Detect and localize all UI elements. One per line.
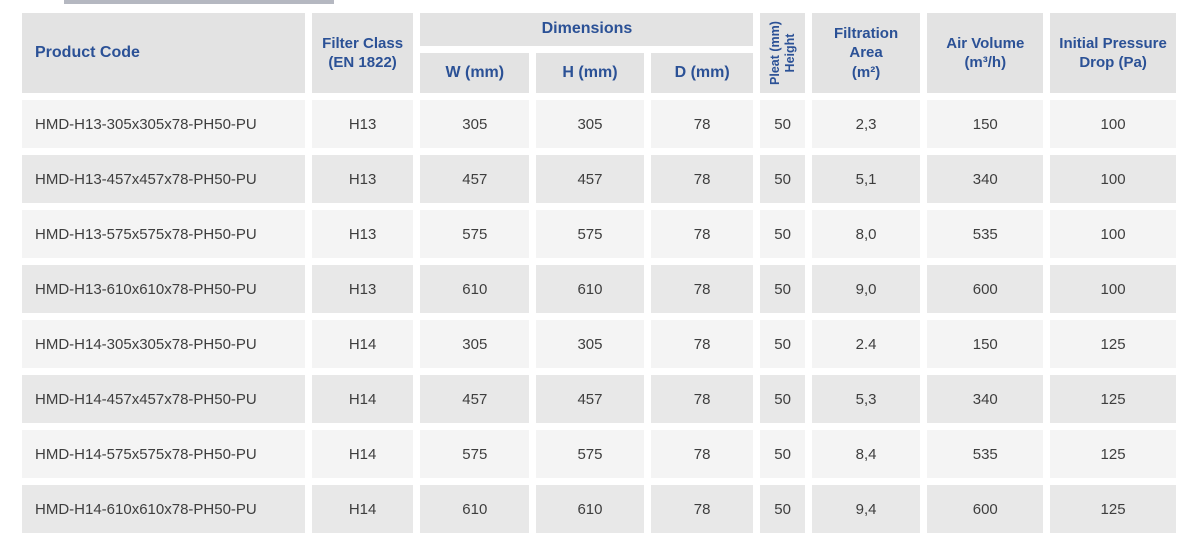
cell-air-volume: 535 (927, 210, 1044, 258)
header-row-group: Product Code Filter Class (EN 1822) Dime… (22, 13, 1176, 93)
cell-filter-class: H14 (311, 375, 414, 423)
cell-dim-h: 575 (536, 430, 644, 478)
header-dimensions-group: Dimensions (420, 13, 754, 46)
cell-dim-w: 610 (420, 485, 530, 533)
cell-dim-h: 305 (536, 320, 644, 368)
cell-initial-pressure-drop: 100 (1050, 100, 1176, 148)
cell-product-code: HMD-H14-610x610x78-PH50-PU (22, 485, 305, 533)
cell-filter-class: H13 (311, 100, 414, 148)
table-row: HMD-H13-457x457x78-PH50-PU H13 457 457 78 50 5… (22, 155, 1176, 203)
header-pleat-height: Pleat (mm) Height (760, 13, 805, 93)
cell-filtration-area: 8,4 (811, 430, 921, 478)
cell-air-volume: 340 (927, 155, 1044, 203)
cell-initial-pressure-drop: 125 (1050, 320, 1176, 368)
filter-spec-table-wrapper: Product Code Filter Class (EN 1822) Dime… (15, 6, 1183, 540)
cell-filtration-area: 8,0 (811, 210, 921, 258)
cell-product-code: HMD-H13-610x610x78-PH50-PU (22, 265, 305, 313)
table-row: HMD-H13-610x610x78-PH50-PU H13 610 610 78 50 9… (22, 265, 1176, 313)
pleat-height-rotated-label: Pleat (mm) Height (767, 21, 797, 85)
cell-pleat-height: 50 (760, 320, 805, 368)
cell-filter-class: H14 (311, 320, 414, 368)
header-product-code: Product Code (22, 13, 305, 93)
cell-product-code: HMD-H14-575x575x78-PH50-PU (22, 430, 305, 478)
cell-filter-class: H14 (311, 485, 414, 533)
cell-air-volume: 150 (927, 100, 1044, 148)
cell-dim-d: 78 (650, 430, 754, 478)
cell-dim-d: 78 (650, 100, 754, 148)
cell-air-volume: 340 (927, 375, 1044, 423)
header-initial-pressure-drop: Initial Pressure Drop (Pa) (1050, 13, 1176, 93)
table-row: HMD-H14-575x575x78-PH50-PU H14 575 575 78 50 8… (22, 430, 1176, 478)
table-row: HMD-H13-575x575x78-PH50-PU H13 575 575 78 50 8… (22, 210, 1176, 258)
cell-dim-h: 305 (536, 100, 644, 148)
header-air-volume: Air Volume (m³/h) (927, 13, 1044, 93)
table-row: HMD-H14-457x457x78-PH50-PU H14 457 457 78 50 5… (22, 375, 1176, 423)
table-row: HMD-H14-610x610x78-PH50-PU H14 610 610 78 50 9… (22, 485, 1176, 533)
cell-air-volume: 535 (927, 430, 1044, 478)
table-body: HMD-H13-305x305x78-PH50-PU H13 305 305 78 50 2… (22, 100, 1176, 533)
cell-dim-d: 78 (650, 320, 754, 368)
cell-filtration-area: 9,4 (811, 485, 921, 533)
cell-initial-pressure-drop: 125 (1050, 430, 1176, 478)
cell-filter-class: H14 (311, 430, 414, 478)
cell-dim-w: 457 (420, 155, 530, 203)
cell-dim-w: 305 (420, 100, 530, 148)
cell-pleat-height: 50 (760, 430, 805, 478)
cell-pleat-height: 50 (760, 155, 805, 203)
cell-air-volume: 600 (927, 265, 1044, 313)
header-dim-h: H (mm) (536, 53, 644, 93)
header-filtration-area: Filtration Area (m²) (811, 13, 921, 93)
cell-product-code: HMD-H14-305x305x78-PH50-PU (22, 320, 305, 368)
cell-pleat-height: 50 (760, 100, 805, 148)
cell-filtration-area: 2.4 (811, 320, 921, 368)
cell-product-code: HMD-H13-305x305x78-PH50-PU (22, 100, 305, 148)
cell-dim-h: 575 (536, 210, 644, 258)
cell-dim-w: 610 (420, 265, 530, 313)
cell-filter-class: H13 (311, 265, 414, 313)
cell-air-volume: 600 (927, 485, 1044, 533)
cell-dim-w: 575 (420, 210, 530, 258)
cell-initial-pressure-drop: 100 (1050, 155, 1176, 203)
cell-filter-class: H13 (311, 210, 414, 258)
cell-initial-pressure-drop: 100 (1050, 210, 1176, 258)
header-dim-w: W (mm) (420, 53, 530, 93)
cell-initial-pressure-drop: 100 (1050, 265, 1176, 313)
header-row-dimensions: W (mm) H (mm) D (mm) (22, 53, 1176, 93)
cell-dim-w: 457 (420, 375, 530, 423)
cell-filtration-area: 2,3 (811, 100, 921, 148)
cell-dim-d: 78 (650, 375, 754, 423)
cell-dim-d: 78 (650, 210, 754, 258)
header-filter-class: Filter Class (EN 1822) (311, 13, 414, 93)
cell-pleat-height: 50 (760, 375, 805, 423)
cell-filtration-area: 5,3 (811, 375, 921, 423)
cell-initial-pressure-drop: 125 (1050, 375, 1176, 423)
cell-dim-h: 457 (536, 155, 644, 203)
header-dim-d: D (mm) (650, 53, 754, 93)
cell-product-code: HMD-H13-457x457x78-PH50-PU (22, 155, 305, 203)
cell-dim-w: 575 (420, 430, 530, 478)
cell-pleat-height: 50 (760, 265, 805, 313)
cell-air-volume: 150 (927, 320, 1044, 368)
cell-dim-w: 305 (420, 320, 530, 368)
cell-dim-h: 610 (536, 265, 644, 313)
cell-pleat-height: 50 (760, 485, 805, 533)
cell-dim-d: 78 (650, 485, 754, 533)
cell-product-code: HMD-H13-575x575x78-PH50-PU (22, 210, 305, 258)
cell-initial-pressure-drop: 125 (1050, 485, 1176, 533)
cell-pleat-height: 50 (760, 210, 805, 258)
cell-filtration-area: 5,1 (811, 155, 921, 203)
cell-dim-d: 78 (650, 155, 754, 203)
page-edge-artifact (64, 0, 334, 4)
table-row: HMD-H13-305x305x78-PH50-PU H13 305 305 78 50 2… (22, 100, 1176, 148)
filter-spec-table: Product Code Filter Class (EN 1822) Dime… (15, 6, 1183, 540)
cell-filtration-area: 9,0 (811, 265, 921, 313)
table-row: HMD-H14-305x305x78-PH50-PU H14 305 305 78 50 2… (22, 320, 1176, 368)
cell-filter-class: H13 (311, 155, 414, 203)
cell-dim-h: 610 (536, 485, 644, 533)
cell-dim-d: 78 (650, 265, 754, 313)
cell-product-code: HMD-H14-457x457x78-PH50-PU (22, 375, 305, 423)
cell-dim-h: 457 (536, 375, 644, 423)
table-header: Product Code Filter Class (EN 1822) Dime… (22, 13, 1176, 93)
